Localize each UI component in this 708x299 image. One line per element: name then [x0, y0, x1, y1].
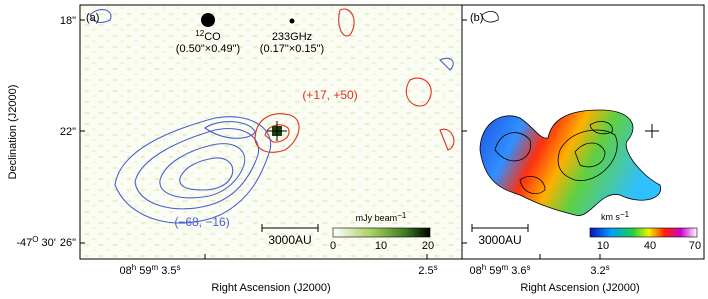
x-tick-label: 08h 59m 3.5s [119, 263, 180, 277]
colorbar-tick: 70 [689, 240, 701, 252]
beam-size: (0.50"×0.49") [176, 43, 240, 55]
x-tick-label: 08h 59m 3.6s [469, 263, 530, 277]
colorbar-tick: 0 [330, 240, 336, 252]
red-velocity: (+17, +50) [302, 88, 357, 102]
colorbar-unit: mJy beam−1 [356, 211, 407, 223]
beam-size: (0.17"×0.15") [260, 43, 324, 55]
y-tick-label: 18" [60, 15, 76, 27]
colorbar-tick: 20 [422, 240, 434, 252]
blue-contours [89, 9, 454, 224]
y-tick-label: -47O 30' 26" [16, 235, 76, 249]
panel-a-frame [79, 4, 463, 260]
beam-name: 233GHz [272, 31, 312, 43]
ticks [462, 19, 601, 259]
scale-label: 3000AU [268, 233, 311, 247]
colorbar-tick: 10 [597, 240, 609, 252]
ticks [80, 19, 428, 259]
scale-bar [261, 224, 319, 232]
panel-label: (a) [86, 12, 99, 24]
y-axis-label: Declination (J2000) [7, 85, 19, 180]
colorbar [589, 227, 698, 238]
colorbar-tick: 40 [644, 240, 656, 252]
x-axis-label: Right Ascension (J2000) [211, 282, 330, 294]
black-contours [481, 10, 618, 194]
blue-velocity: (−68, −16) [174, 215, 229, 229]
colorbar-unit: km s−1 [601, 210, 630, 222]
panel-label: (b) [470, 12, 483, 24]
x-tick-label: 3.2s [590, 263, 609, 277]
red-contours [254, 8, 455, 153]
beam-co [201, 13, 215, 27]
scale-bar [471, 224, 529, 232]
x-tick-label: 2.5s [418, 263, 437, 277]
beam-cont [289, 18, 295, 24]
source-cross [645, 124, 659, 138]
x-axis-label: Right Ascension (J2000) [520, 282, 639, 294]
colorbar-tick: 10 [375, 240, 387, 252]
beam-name: 12CO [195, 29, 221, 43]
y-tick-label: 22" [60, 126, 76, 138]
colorbar [332, 227, 431, 238]
source-cross [267, 121, 287, 141]
scale-label: 3000AU [478, 233, 521, 247]
